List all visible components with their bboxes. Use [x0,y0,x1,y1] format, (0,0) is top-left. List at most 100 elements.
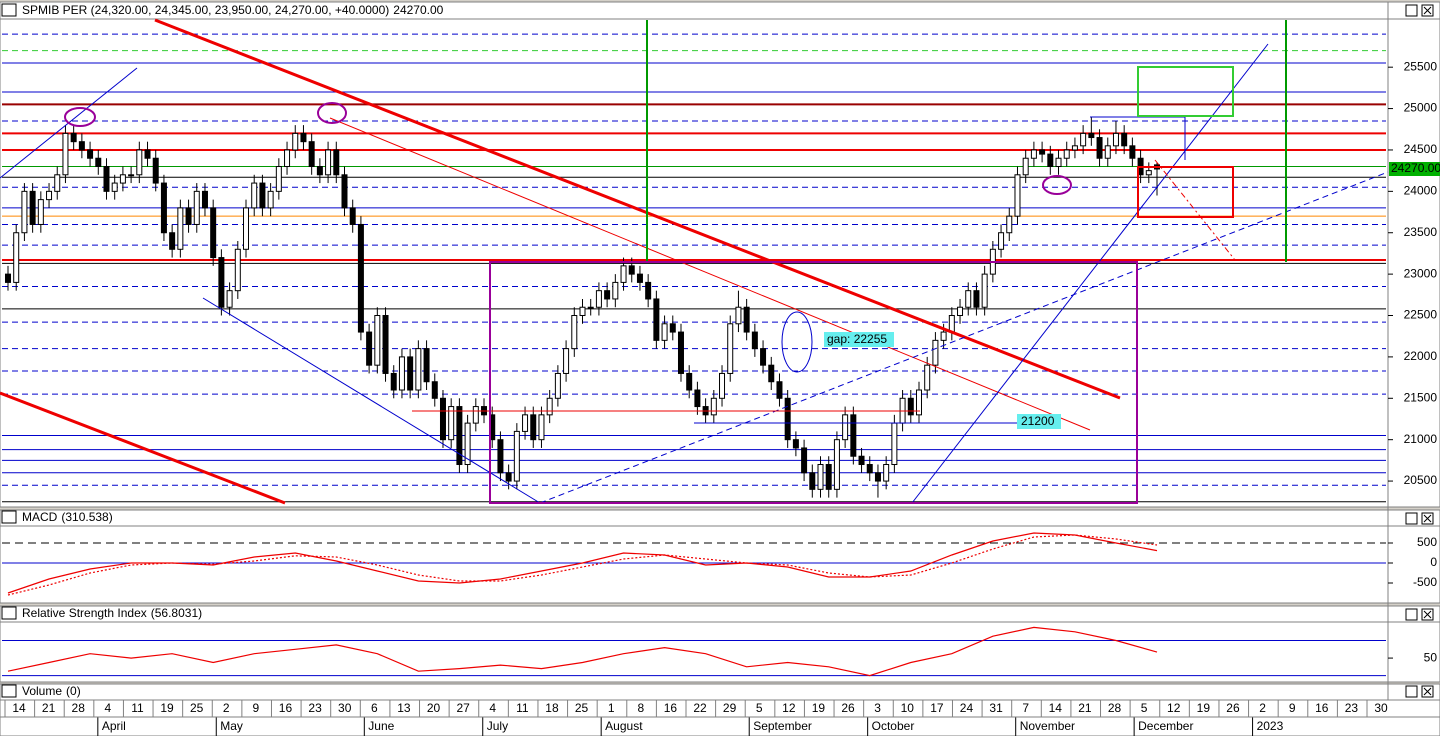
candle-body [1039,149,1046,155]
candle-body [111,182,118,192]
candle-body [1022,157,1029,176]
candle-body [957,306,964,317]
panel-last-value: (0) [66,684,81,698]
trend-line [0,391,286,505]
candle-body [1071,145,1078,151]
date-axis [0,699,1440,736]
y-tick-label: 21000 [1404,432,1438,446]
trend-line [154,18,1121,400]
x-tick-label: 10 [901,701,915,715]
candle-body [128,174,135,177]
candle-body [513,430,520,482]
x-tick-label: 28 [72,701,86,715]
month-label: December [1138,719,1193,733]
candle-body [981,273,988,308]
candle-body [907,397,914,416]
candle-body [456,406,463,466]
candle-body [719,372,726,399]
maximize-button[interactable] [1405,608,1418,621]
candle-body [415,348,422,391]
month-label: August [605,719,643,733]
month-label: April [102,719,126,733]
candle-body [612,281,619,300]
close-icon [1423,514,1432,523]
candle-body [292,132,299,151]
x-tick-label: 18 [545,701,559,715]
candle-body [300,132,307,143]
candle-body [563,348,570,374]
panel-buttons[interactable] [1405,4,1434,698]
x-tick-label: 11 [516,701,529,715]
candle-body [284,149,291,168]
x-tick-label: 16 [664,701,678,715]
y-tick-label: 23500 [1404,225,1438,239]
candle-body [103,166,110,192]
candle-body [5,273,11,283]
candle-body [1129,145,1136,159]
candle-body [21,190,28,234]
candle-body [710,397,717,416]
candle-body [1104,145,1111,159]
x-tick-label: 3 [874,701,881,715]
x-tick-label: 13 [397,701,411,715]
x-tick-label: 24 [960,701,974,715]
candle-body [325,149,332,176]
maximize-button[interactable] [1405,4,1418,17]
x-tick-label: 25 [190,701,204,715]
y-tick-label: 24000 [1404,184,1438,198]
x-tick-label: 21 [1078,701,1092,715]
y-tick-label: 23000 [1404,266,1438,280]
x-tick-label: 6 [371,701,378,715]
panel-title-box [1,606,17,620]
panel-title-box [1,3,17,17]
candle-body [472,406,479,424]
candle-body [1121,132,1128,147]
x-tick-label: 30 [338,701,352,715]
candle-body [760,348,767,366]
candle-body [530,414,537,441]
candle-body [431,381,438,399]
candle-body [234,248,241,292]
candle-body [193,190,200,225]
x-tick-label: 14 [1049,701,1063,715]
x-tick-label: 16 [1315,701,1329,715]
panel-title-box [1,510,17,524]
x-tick-label: 22 [693,701,707,715]
candle-body [136,149,143,176]
y-tick-label: 50 [1424,650,1438,664]
x-tick-label: 16 [279,701,293,715]
month-label: June [368,719,394,733]
candle-body [308,141,315,168]
candle-body [866,464,873,474]
x-tick-label: 30 [1374,701,1388,715]
candle-body [858,455,865,466]
x-tick-label: 28 [1108,701,1122,715]
candle-body [119,174,126,184]
maximize-button[interactable] [1405,685,1418,698]
candle-body [776,381,783,399]
candle-body [842,414,849,441]
candle-body [333,149,340,176]
candle-body [210,207,217,259]
x-tick-label: 23 [308,701,322,715]
candle-body [144,149,151,159]
month-label: November [1020,719,1075,733]
candle-body [349,207,356,225]
candle-body [382,315,389,374]
target-box [1137,66,1234,117]
candle-body [316,166,323,176]
candle-body [275,166,282,192]
candle-body [398,356,405,391]
candle-body [948,315,955,333]
maximize-button[interactable] [1405,512,1418,525]
candle-body [554,372,561,399]
candle-body [932,339,939,366]
candle-body [243,207,250,250]
candle-body [160,182,167,234]
x-tick-label: 11 [131,701,144,715]
candle-body [604,290,611,300]
x-tick-label: 19 [160,701,174,715]
x-tick-label: 12 [1167,701,1181,715]
candle-body [801,447,808,474]
